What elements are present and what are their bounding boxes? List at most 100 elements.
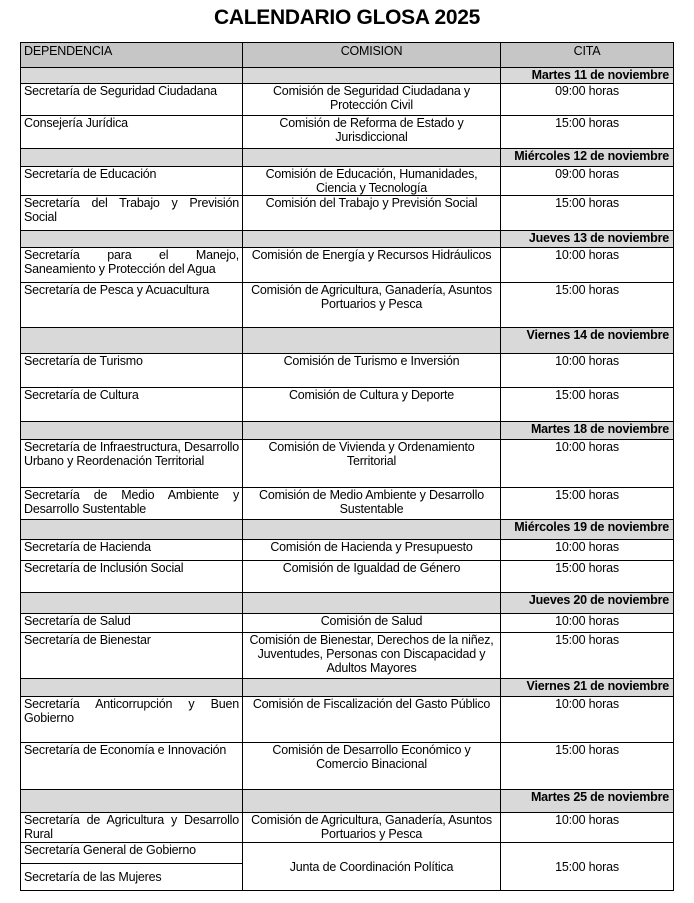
cita-cell: 10:00 horas: [500, 439, 674, 488]
comision-cell: Comisión de Turismo e Inversión: [242, 353, 501, 388]
cita-cell: 15:00 horas: [500, 195, 674, 231]
comision-cell: Comisión de Reforma de Estado y Jurisdic…: [242, 115, 501, 149]
day-date: Miércoles 12 de noviembre: [500, 148, 674, 167]
day-date: Viernes 21 de noviembre: [500, 678, 674, 697]
dependencia-cell: Secretaría de Seguridad Ciudadana: [20, 83, 243, 116]
dependencia-cell: Secretaría de Agricultura y Desarrollo R…: [20, 812, 243, 843]
day-empty-cell: [242, 67, 501, 84]
day-date: Jueves 13 de noviembre: [500, 230, 674, 248]
cita-cell: 10:00 horas: [500, 613, 674, 633]
table-row: Consejería Jurídica Comisión de Reforma d…: [20, 115, 674, 149]
dependencia-cell: Secretaría General de Gobierno: [20, 842, 243, 864]
day-empty-cell: [20, 421, 243, 440]
day-date: Jueves 20 de noviembre: [500, 592, 674, 614]
cita-cell: 15:00 horas: [500, 742, 674, 790]
dependencia-cell: Secretaría de Salud: [20, 613, 243, 633]
day-header-row: Martes 18 de noviembre: [20, 421, 674, 440]
table-row: Secretaría para el Manejo, Saneamiento y…: [20, 247, 674, 283]
dependencia-cell: Secretaría de Infraestructura, Desarroll…: [20, 439, 243, 488]
cita-cell: 15:00 horas: [500, 282, 674, 328]
cita-cell: 10:00 horas: [500, 539, 674, 561]
comision-cell: Comisión de Agricultura, Ganadería, Asun…: [242, 812, 501, 843]
cita-cell: 10:00 horas: [500, 247, 674, 283]
dependencia-cell: Secretaría de Pesca y Acuacultura: [20, 282, 243, 328]
day-empty-cell: [20, 519, 243, 540]
day-empty-cell: [20, 678, 243, 697]
day-header-row: Jueves 20 de noviembre: [20, 592, 674, 614]
cita-cell: 15:00 horas: [500, 560, 674, 593]
table-row: Secretaría de Agricultura y Desarrollo R…: [20, 812, 674, 843]
cita-cell: 15:00 horas: [500, 842, 674, 891]
day-empty-cell: [20, 327, 243, 354]
dependencia-cell: Secretaría de Inclusión Social: [20, 560, 243, 593]
dependencia-cell: Secretaría de Medio Ambiente y Desarroll…: [20, 487, 243, 520]
cita-cell: 15:00 horas: [500, 115, 674, 149]
table-row: Secretaría de Medio Ambiente y Desarroll…: [20, 487, 674, 520]
table-row: Secretaría de Economía e Innovación Comis…: [20, 742, 674, 790]
cita-cell: 15:00 horas: [500, 487, 674, 520]
comision-cell: Comisión del Trabajo y Previsión Social: [242, 195, 501, 231]
dependencia-cell: Secretaría del Trabajo y Previsión Socia…: [20, 195, 243, 231]
comision-cell: Comisión de Seguridad Ciudadana y Protec…: [242, 83, 501, 116]
comision-cell: Comisión de Cultura y Deporte: [242, 387, 501, 422]
day-date: Martes 25 de noviembre: [500, 789, 674, 813]
day-header-row: Miércoles 19 de noviembre: [20, 519, 674, 540]
comision-cell: Comisión de Energía y Recursos Hidráulic…: [242, 247, 501, 283]
header-dependencia: DEPENDENCIA: [20, 42, 243, 68]
table-row: Secretaría General de Gobierno Junta de C…: [20, 842, 674, 891]
day-empty-cell: [242, 592, 501, 614]
cita-cell: 10:00 horas: [500, 812, 674, 843]
day-empty-cell: [20, 148, 243, 167]
dependencia-cell: Secretaría de Cultura: [20, 387, 243, 422]
dependencia-cell: Secretaría de Economía e Innovación: [20, 742, 243, 790]
day-empty-cell: [242, 678, 501, 697]
table-row: Secretaría de Cultura Comisión de Cultura…: [20, 387, 674, 422]
comision-cell: Comisión de Salud: [242, 613, 501, 633]
header-comision: COMISION: [242, 42, 501, 68]
day-empty-cell: [20, 789, 243, 813]
day-header-row: Martes 11 de noviembre: [20, 67, 674, 84]
day-header-row: Viernes 14 de noviembre: [20, 327, 674, 354]
header-row: DEPENDENCIA COMISION CITA: [20, 42, 674, 68]
day-empty-cell: [20, 230, 243, 248]
document-title: CALENDARIO GLOSA 2025: [214, 6, 480, 29]
comision-cell: Comisión de Desarrollo Económico y Comer…: [242, 742, 501, 790]
day-header-row: Jueves 13 de noviembre: [20, 230, 674, 248]
dependencia-cell: Consejería Jurídica: [20, 115, 243, 149]
comision-cell: Comisión de Bienestar, Derechos de la ni…: [242, 632, 501, 679]
table-row: Secretaría de Bienestar Comisión de Biene…: [20, 632, 674, 679]
dependencia-cell: Secretaría de Bienestar: [20, 632, 243, 679]
table-row: Secretaría de las Mujeres: [20, 863, 674, 891]
table-row: Secretaría de Educación Comisión de Educa…: [20, 166, 674, 196]
cita-cell: 15:00 horas: [500, 387, 674, 422]
dependencia-cell: Secretaría de las Mujeres: [20, 863, 243, 891]
day-date: Miércoles 19 de noviembre: [500, 519, 674, 540]
comision-cell: Comisión de Hacienda y Presupuesto: [242, 539, 501, 561]
comision-cell: Comisión de Igualdad de Género: [242, 560, 501, 593]
day-header-row: Viernes 21 de noviembre: [20, 678, 674, 697]
cita-cell: 09:00 horas: [500, 166, 674, 196]
schedule-table: DEPENDENCIA COMISION CITA Martes 11 de n…: [20, 42, 674, 891]
day-date: Martes 11 de noviembre: [500, 67, 674, 84]
day-date: Viernes 14 de noviembre: [500, 327, 674, 354]
day-empty-cell: [242, 789, 501, 813]
dependencia-cell: Secretaría Anticorrupción y Buen Gobiern…: [20, 696, 243, 743]
day-empty-cell: [242, 230, 501, 248]
table-row: Secretaría de Seguridad Ciudadana Comisió…: [20, 83, 674, 116]
dependencia-cell: Secretaría de Turismo: [20, 353, 243, 388]
comision-cell: Comisión de Medio Ambiente y Desarrollo …: [242, 487, 501, 520]
day-header-row: Miércoles 12 de noviembre: [20, 148, 674, 167]
day-empty-cell: [20, 592, 243, 614]
comision-cell: Junta de Coordinación Política: [242, 842, 501, 891]
day-date: Martes 18 de noviembre: [500, 421, 674, 440]
dependencia-cell: Secretaría de Hacienda: [20, 539, 243, 561]
table-row: Secretaría de Infraestructura, Desarroll…: [20, 439, 674, 488]
table-row: Secretaría de Salud Comisión de Salud 10:0…: [20, 613, 674, 633]
table-row: Secretaría del Trabajo y Previsión Socia…: [20, 195, 674, 231]
table-row: Secretaría de Hacienda Comisión de Hacien…: [20, 539, 674, 561]
cita-cell: 09:00 horas: [500, 83, 674, 116]
table-row: Secretaría de Pesca y Acuacultura Comisió…: [20, 282, 674, 328]
table-row: Secretaría Anticorrupción y Buen Gobiern…: [20, 696, 674, 743]
table-row: Secretaría de Inclusión Social Comisión d…: [20, 560, 674, 593]
comision-cell: Comisión de Vivienda y Ordenamiento Terr…: [242, 439, 501, 488]
